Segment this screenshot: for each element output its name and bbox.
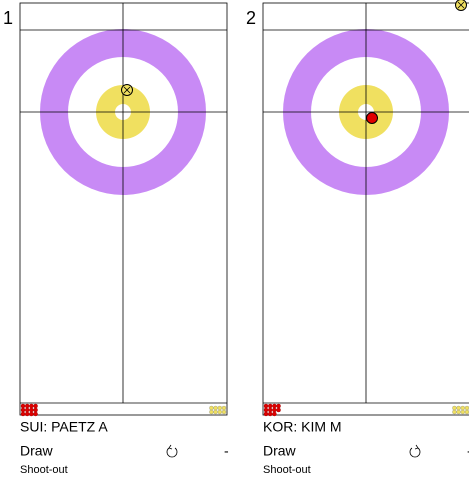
stone-mark — [123, 86, 131, 94]
score: - — [224, 443, 229, 459]
phase: Shoot-out — [20, 464, 68, 476]
rotation-icon — [409, 444, 421, 458]
score: - — [467, 443, 469, 459]
remaining-stone-red — [29, 403, 34, 409]
stone-mark — [457, 1, 465, 9]
remaining-stone-red — [268, 411, 273, 417]
remaining-stone-yellow — [456, 409, 461, 415]
remaining-stone-yellow — [460, 405, 465, 411]
remaining-stone-red — [276, 407, 281, 413]
remaining-stone-red — [25, 411, 30, 417]
remaining-stone-red — [268, 403, 273, 409]
remaining-stone-red — [33, 411, 38, 417]
remaining-stone-yellow — [217, 409, 223, 415]
remaining-stone-red — [272, 403, 277, 409]
rotation-icon — [166, 444, 178, 458]
remaining-stone-red — [29, 407, 34, 413]
team-label: SUI: PAETZ A — [20, 419, 108, 435]
rotation-arrow — [168, 444, 173, 450]
shot-type: Draw — [20, 443, 54, 459]
remaining-stone-red — [20, 403, 26, 409]
remaining-stone-yellow — [213, 409, 218, 415]
remaining-stone-red — [25, 407, 30, 413]
remaining-stone-red — [268, 407, 273, 413]
remaining-stone-yellow — [452, 405, 457, 411]
rotation-arrow — [414, 444, 419, 450]
remaining-stone-red — [263, 411, 269, 417]
panel-number: 1 — [3, 8, 13, 28]
remaining-stone-red — [20, 407, 26, 413]
panel-number: 2 — [246, 8, 256, 28]
remaining-stone-red — [276, 403, 281, 409]
remaining-stone-red — [33, 403, 38, 409]
remaining-stone-red — [263, 403, 269, 409]
remaining-stone-yellow — [221, 409, 227, 415]
remaining-stone-red — [33, 407, 38, 413]
remaining-stone-yellow — [209, 409, 214, 415]
remaining-stone-yellow — [217, 405, 223, 411]
remaining-stone-red — [272, 407, 277, 413]
remaining-stone-yellow — [209, 405, 214, 411]
remaining-stone-red — [272, 411, 277, 417]
sheet-panel: 2 KOR: KIM M Draw - Shoot-out — [246, 0, 469, 476]
remaining-stone-red — [263, 407, 269, 413]
rotation-arc — [166, 447, 178, 458]
remaining-stone-yellow — [464, 409, 469, 415]
remaining-stone-yellow — [452, 409, 457, 415]
remaining-stone-yellow — [221, 405, 227, 411]
stone — [366, 112, 378, 124]
remaining-stone-red — [29, 411, 34, 417]
remaining-stone-yellow — [464, 405, 469, 411]
phase: Shoot-out — [263, 464, 311, 476]
rotation-arc — [409, 447, 421, 458]
remaining-stone-yellow — [213, 405, 218, 411]
remaining-stone-yellow — [456, 405, 461, 411]
remaining-stone-red — [25, 403, 30, 409]
remaining-stone-yellow — [460, 409, 465, 415]
shot-type: Draw — [263, 443, 297, 459]
remaining-stone-red — [20, 411, 26, 417]
team-label: KOR: KIM M — [263, 419, 342, 435]
sheet-panel: 1 SUI: PAETZ A Draw - Shoot-out — [3, 2, 229, 476]
